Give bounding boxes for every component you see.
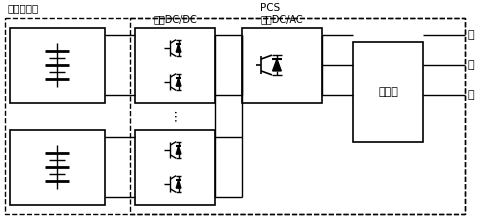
Bar (130, 18, 465, 214)
Polygon shape (176, 146, 181, 154)
Text: 流: 流 (468, 60, 474, 70)
Bar (10, 130, 105, 205)
Text: 滤波器: 滤波器 (378, 87, 398, 97)
Bar (10, 28, 105, 103)
Polygon shape (176, 78, 181, 86)
Text: 侧: 侧 (468, 90, 474, 100)
Polygon shape (176, 180, 181, 188)
Bar (135, 28, 215, 103)
Text: 交: 交 (468, 30, 474, 40)
Text: 双向DC/DC: 双向DC/DC (153, 14, 197, 24)
Polygon shape (272, 59, 281, 71)
Polygon shape (176, 44, 181, 52)
Text: PCS: PCS (260, 3, 280, 13)
Text: ⋯: ⋯ (168, 109, 181, 121)
Bar (5, 18, 465, 214)
Bar (242, 28, 322, 103)
Bar (353, 42, 423, 142)
Bar (135, 130, 215, 205)
Text: 双向DC/AC: 双向DC/AC (260, 14, 304, 24)
Text: 电池分系统: 电池分系统 (8, 3, 39, 13)
